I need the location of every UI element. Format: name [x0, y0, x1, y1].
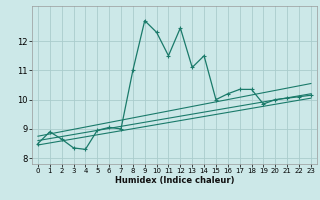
- X-axis label: Humidex (Indice chaleur): Humidex (Indice chaleur): [115, 176, 234, 185]
